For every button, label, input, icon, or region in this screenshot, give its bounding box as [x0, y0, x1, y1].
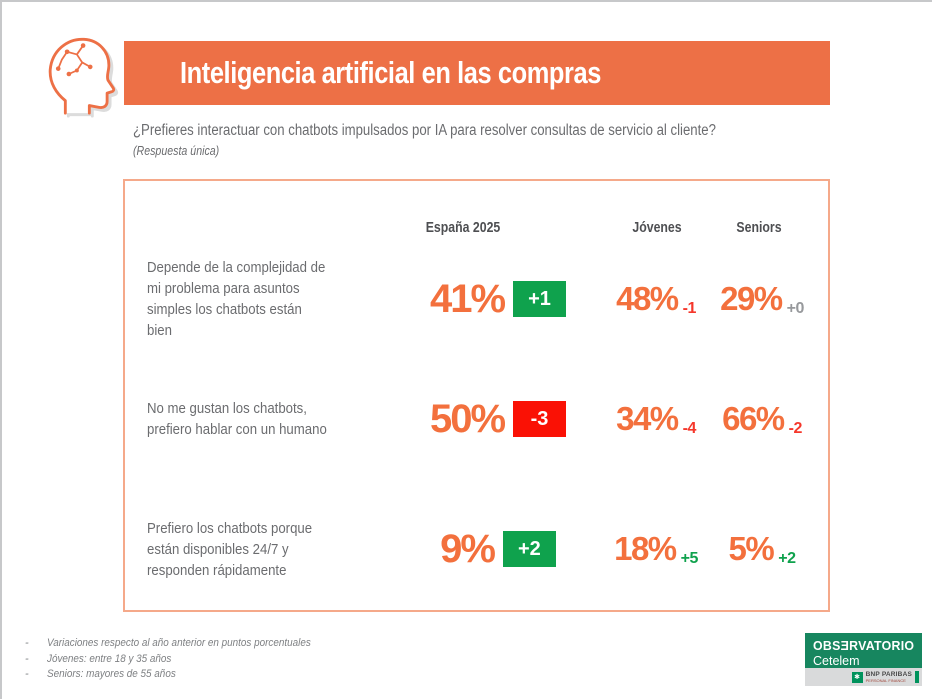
table-row: No me gustan los chatbots, prefiero habl… — [125, 381, 828, 457]
espana-value-cell: 50% -3 — [365, 397, 591, 442]
espana-value-cell: 41% +1 — [365, 277, 591, 322]
question-note: (Respuesta única) — [133, 144, 220, 158]
bnp-square-icon: ✱ — [851, 671, 863, 683]
observatorio-cetelem-logo: OBSƎRVATORIO Cetelem ✱ BNP PARIBAS PERSO… — [805, 633, 922, 686]
bnp-paribas-text: BNP PARIBAS PERSONAL FINANCE — [865, 671, 912, 683]
jovenes-percentage: 18% — [614, 530, 677, 567]
jovenes-value-cell: 18% +5 — [591, 530, 721, 568]
seniors-percentage: 5% — [728, 530, 775, 567]
question-text: ¿Prefieres interactuar con chatbots impu… — [133, 122, 716, 139]
footnote-item: - Seniors: mayores de 55 años — [25, 667, 340, 683]
statement-text: No me gustan los chatbots, prefiero habl… — [147, 400, 327, 438]
results-panel: España 2025 Jóvenes Seniors Depende de l… — [123, 179, 830, 612]
footnote-item: - Variaciones respecto al año anterior e… — [25, 636, 340, 652]
table-row: Prefiero los chatbots porque están dispo… — [125, 507, 828, 591]
jovenes-percentage: 34% — [616, 400, 679, 437]
espana-delta-badge: -3 — [513, 401, 567, 437]
seniors-value-cell: 29% +0 — [720, 280, 827, 318]
statement-text: Prefiero los chatbots porque están dispo… — [147, 519, 313, 579]
seniors-delta: +0 — [786, 300, 805, 317]
seniors-value-cell: 66% -2 — [721, 400, 827, 438]
jovenes-value-cell: 34% -4 — [591, 400, 721, 438]
footnote-bullet: - — [25, 652, 29, 665]
jovenes-value-cell: 48% -1 — [591, 280, 721, 318]
logo-observatorio-text: OBSƎRVATORIO — [813, 638, 915, 653]
column-header-seniors: Seniors — [736, 219, 782, 236]
espana-delta-badge: +2 — [502, 531, 556, 567]
column-header-jovenes: Jóvenes — [632, 219, 682, 236]
seniors-percentage: 29% — [720, 280, 783, 317]
footnotes: - Variaciones respecto al año anterior e… — [25, 636, 340, 683]
page-title: Inteligencia artificial en las compras — [180, 55, 601, 90]
seniors-value-cell: 5% +2 — [721, 530, 827, 568]
footnote-item: - Jóvenes: entre 18 y 35 años — [25, 652, 340, 668]
question-block: ¿Prefieres interactuar con chatbots impu… — [133, 122, 819, 158]
logo-green-box: OBSƎRVATORIO Cetelem — [805, 633, 922, 668]
espana-percentage: 9% — [440, 526, 496, 571]
logo-cetelem-text: Cetelem — [813, 654, 860, 668]
espana-percentage: 50% — [429, 396, 506, 441]
espana-delta-badge: +1 — [513, 281, 567, 317]
table-row: Depende de la complejidad de mi problema… — [125, 243, 828, 355]
footnote-bullet: - — [25, 637, 29, 649]
espana-percentage: 41% — [429, 276, 506, 321]
jovenes-delta: +5 — [680, 550, 699, 567]
bnp-green-mark-icon — [915, 671, 919, 683]
seniors-delta: +2 — [778, 550, 796, 567]
jovenes-percentage: 48% — [616, 280, 679, 317]
column-header-espana: España 2025 — [425, 219, 501, 236]
head-circuit-brain-icon — [48, 37, 116, 115]
title-bar: Inteligencia artificial en las compras — [124, 41, 830, 105]
jovenes-delta: -1 — [682, 300, 697, 317]
statement-text: Depende de la complejidad de mi problema… — [147, 259, 326, 339]
jovenes-delta: -4 — [682, 420, 697, 437]
bnp-paribas-strip: ✱ BNP PARIBAS PERSONAL FINANCE — [805, 668, 922, 686]
seniors-delta: -2 — [788, 420, 803, 437]
footnote-bullet: - — [25, 668, 29, 680]
seniors-percentage: 66% — [722, 400, 785, 437]
espana-value-cell: 9% +2 — [365, 527, 591, 572]
